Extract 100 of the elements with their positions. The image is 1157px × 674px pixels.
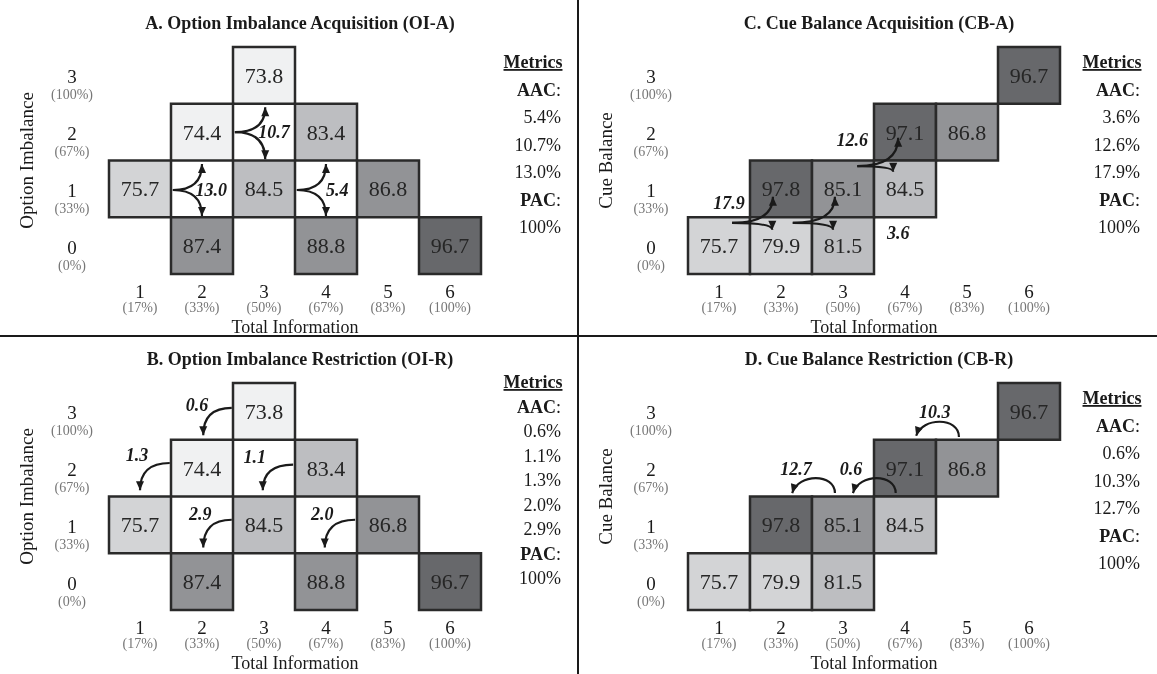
data-label: 74.4 <box>182 119 222 145</box>
x-tick-label: 6 (100%) <box>1008 617 1051 652</box>
x-axis-title: Total Information <box>810 653 938 673</box>
x-tick-label: 4 (67%) <box>308 617 344 652</box>
annotation: 3.6 <box>885 223 910 244</box>
chart-title: C. Cue Balance Acquisition (CB-A) <box>743 13 1015 34</box>
x-tick-label: 2 (33%) <box>763 617 799 652</box>
x-tick-label: 2 (33%) <box>763 281 799 316</box>
y-tick-label: 3 (100%) <box>630 402 673 440</box>
y-axis-title: Cue Balance <box>594 112 616 209</box>
y-tick-label: 3 (100%) <box>51 402 94 440</box>
x-tick-label: 1 (17%) <box>701 281 737 316</box>
data-label: 84.5 <box>244 512 284 538</box>
data-label: 86.8 <box>947 119 987 145</box>
data-label: 79.9 <box>761 233 801 259</box>
x-tick-label: 4 (67%) <box>308 281 344 316</box>
y-tick-label: 3 (100%) <box>51 66 94 104</box>
data-label: 75.7 <box>699 233 739 259</box>
data-label: 96.7 <box>430 233 470 259</box>
y-axis-title: Cue Balance <box>594 448 616 545</box>
x-tick-label: 3 (50%) <box>825 281 861 316</box>
annotation: 17.9 <box>713 193 745 214</box>
annotation: 10.3 <box>919 401 951 422</box>
annotation: 2.0 <box>310 503 334 524</box>
x-tick-label: 4 (67%) <box>887 281 923 316</box>
x-tick-label: 1 (17%) <box>701 617 737 652</box>
y-tick-label: 1 (33%) <box>633 179 669 217</box>
data-label: 97.8 <box>761 176 801 202</box>
x-tick-label: 2 (33%) <box>184 617 220 652</box>
y-axis-title: Option Imbalance <box>15 428 37 565</box>
data-label: 84.5 <box>244 176 284 202</box>
data-label: 86.8 <box>947 455 987 481</box>
text: Metrics AAC: 3.6% 12.6% 17.9% PAC: 100% <box>1082 52 1142 237</box>
y-tick-label: 0 (0%) <box>637 236 666 274</box>
chart-title: B. Option Imbalance Restriction (OI-R) <box>146 349 454 370</box>
x-tick-label: 6 (100%) <box>429 281 472 316</box>
annotation: 2.9 <box>187 503 212 524</box>
data-label: 88.8 <box>306 569 346 595</box>
data-label: 97.8 <box>761 512 801 538</box>
x-tick-label: 1 (17%) <box>122 281 158 316</box>
y-tick-label: 1 (33%) <box>633 515 669 553</box>
y-axis-title: Option Imbalance <box>15 92 37 229</box>
chart-title: A. Option Imbalance Acquisition (OI-A) <box>145 13 455 34</box>
x-tick-label: 4 (67%) <box>887 617 923 652</box>
data-label: 75.7 <box>120 176 160 202</box>
annotation: 13.0 <box>195 180 228 201</box>
data-label: 85.1 <box>823 176 863 202</box>
x-axis-title: Total Information <box>231 317 359 337</box>
annotation: 1.1 <box>243 446 266 467</box>
x-axis-title: Total Information <box>231 653 359 673</box>
annotation: 10.7 <box>258 122 291 143</box>
data-label: 86.8 <box>368 512 408 538</box>
y-tick-label: 2 (67%) <box>633 123 669 161</box>
y-tick-label: 2 (67%) <box>54 459 90 497</box>
data-label: 86.8 <box>368 176 408 202</box>
x-tick-label: 1 (17%) <box>122 617 158 652</box>
data-label: 96.7 <box>1009 398 1049 424</box>
data-label: 84.5 <box>885 512 925 538</box>
chart-title: D. Cue Balance Restriction (CB-R) <box>744 349 1014 370</box>
x-tick-label: 6 (100%) <box>1008 281 1051 316</box>
x-tick-label: 3 (50%) <box>246 281 282 316</box>
data-label: 96.7 <box>430 569 470 595</box>
data-label: 79.9 <box>761 569 801 595</box>
x-tick-label: 5 (83%) <box>949 617 985 652</box>
data-label: 74.4 <box>182 455 222 481</box>
text: Metrics AAC: 5.4% 10.7% 13.0% PAC: 100% <box>503 52 563 237</box>
data-label: 84.5 <box>885 176 925 202</box>
data-label: 83.4 <box>306 119 346 145</box>
y-tick-label: 0 (0%) <box>58 236 87 274</box>
y-tick-label: 2 (67%) <box>633 459 669 497</box>
data-label: 96.7 <box>1009 62 1049 88</box>
annotation: 12.6 <box>836 130 869 151</box>
y-tick-label: 0 (0%) <box>637 572 666 610</box>
annotation: 1.3 <box>125 445 149 466</box>
data-label: 73.8 <box>244 398 284 424</box>
x-tick-label: 2 (33%) <box>184 281 220 316</box>
data-label: 87.4 <box>182 233 222 259</box>
data-label: 88.8 <box>306 233 346 259</box>
annotation: 5.4 <box>325 180 349 201</box>
x-tick-label: 5 (83%) <box>370 281 406 316</box>
y-tick-label: 1 (33%) <box>54 515 90 553</box>
data-label: 87.4 <box>182 569 222 595</box>
data-label: 97.1 <box>885 455 925 481</box>
data-label: 75.7 <box>699 569 739 595</box>
data-label: 81.5 <box>823 233 863 259</box>
data-label: 83.4 <box>306 455 346 481</box>
data-label: 81.5 <box>823 569 863 595</box>
x-tick-label: 6 (100%) <box>429 617 472 652</box>
x-axis-title: Total Information <box>810 317 938 337</box>
text: Metrics AAC: 0.6% 10.3% 12.7% PAC: 100% <box>1082 388 1142 573</box>
y-tick-label: 2 (67%) <box>54 123 90 161</box>
x-tick-label: 5 (83%) <box>949 281 985 316</box>
x-tick-label: 3 (50%) <box>825 617 861 652</box>
x-tick-label: 5 (83%) <box>370 617 406 652</box>
x-tick-label: 3 (50%) <box>246 617 282 652</box>
annotation: 0.6 <box>839 459 863 480</box>
data-label: 85.1 <box>823 512 863 538</box>
annotation: 12.7 <box>780 459 813 480</box>
y-tick-label: 0 (0%) <box>58 572 87 610</box>
y-tick-label: 3 (100%) <box>630 66 673 104</box>
